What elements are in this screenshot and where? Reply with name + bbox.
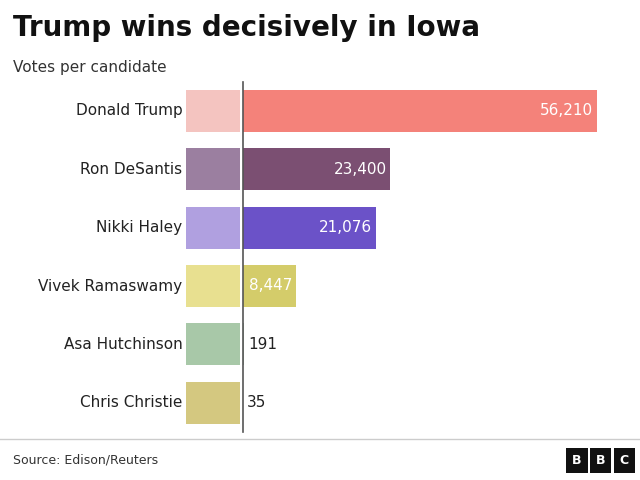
Text: Asa Hutchinson: Asa Hutchinson: [63, 337, 182, 352]
FancyBboxPatch shape: [566, 448, 588, 473]
Text: Vivek Ramaswamy: Vivek Ramaswamy: [38, 278, 182, 293]
Text: B: B: [596, 454, 605, 467]
Text: 191: 191: [248, 337, 277, 352]
Bar: [243, 206, 376, 249]
Bar: [243, 90, 597, 132]
Text: 56,210: 56,210: [540, 103, 593, 118]
FancyBboxPatch shape: [590, 448, 611, 473]
Text: B: B: [572, 454, 582, 467]
Text: Votes per candidate: Votes per candidate: [13, 60, 166, 75]
Text: Source: Edison/Reuters: Source: Edison/Reuters: [13, 453, 158, 466]
Text: Nikki Haley: Nikki Haley: [96, 220, 182, 235]
Text: 8,447: 8,447: [249, 278, 292, 293]
Text: Donald Trump: Donald Trump: [76, 103, 182, 118]
Bar: [243, 265, 296, 307]
Bar: [243, 148, 390, 190]
Text: Ron DeSantis: Ron DeSantis: [80, 162, 182, 177]
Text: 23,400: 23,400: [333, 162, 387, 177]
Text: 21,076: 21,076: [319, 220, 372, 235]
Text: Trump wins decisively in Iowa: Trump wins decisively in Iowa: [13, 14, 480, 42]
FancyBboxPatch shape: [614, 448, 635, 473]
Bar: [243, 324, 244, 365]
Text: C: C: [620, 454, 629, 467]
Text: 35: 35: [247, 396, 267, 410]
Text: Chris Christie: Chris Christie: [80, 396, 182, 410]
